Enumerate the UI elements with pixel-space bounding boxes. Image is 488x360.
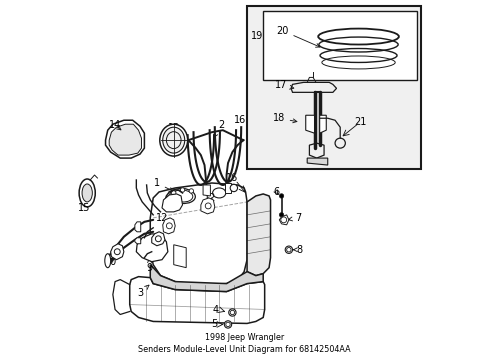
Polygon shape xyxy=(109,124,141,155)
Ellipse shape xyxy=(79,179,95,207)
Ellipse shape xyxy=(160,124,187,156)
Circle shape xyxy=(285,246,292,253)
Text: 12: 12 xyxy=(203,193,215,203)
Text: 7: 7 xyxy=(288,213,301,223)
Text: 16: 16 xyxy=(233,115,245,125)
Text: 18: 18 xyxy=(272,113,296,123)
Text: 11: 11 xyxy=(170,195,183,209)
Polygon shape xyxy=(150,265,263,292)
Text: 20: 20 xyxy=(276,26,319,47)
Ellipse shape xyxy=(163,127,184,153)
Circle shape xyxy=(279,194,283,198)
Bar xyxy=(263,11,416,80)
Text: 4: 4 xyxy=(212,306,218,315)
Bar xyxy=(246,6,420,169)
Polygon shape xyxy=(110,244,123,260)
Text: 1: 1 xyxy=(154,178,173,191)
Polygon shape xyxy=(163,218,175,234)
Circle shape xyxy=(228,309,236,316)
Polygon shape xyxy=(136,234,167,262)
Polygon shape xyxy=(151,232,164,246)
Circle shape xyxy=(224,321,231,328)
Text: 9: 9 xyxy=(146,259,152,273)
Polygon shape xyxy=(162,194,182,212)
Text: 13: 13 xyxy=(167,123,180,133)
Polygon shape xyxy=(246,194,270,276)
Polygon shape xyxy=(150,183,246,285)
Text: 10: 10 xyxy=(147,239,159,249)
Ellipse shape xyxy=(82,184,92,202)
Circle shape xyxy=(180,188,184,192)
Text: 14: 14 xyxy=(109,120,121,130)
Polygon shape xyxy=(306,158,327,165)
Text: 15: 15 xyxy=(78,203,90,213)
Circle shape xyxy=(171,191,176,195)
Polygon shape xyxy=(203,185,210,196)
Text: 5: 5 xyxy=(210,319,217,329)
Polygon shape xyxy=(135,238,141,244)
Text: 16: 16 xyxy=(226,173,238,183)
Ellipse shape xyxy=(104,254,110,268)
Polygon shape xyxy=(319,115,325,133)
Polygon shape xyxy=(305,115,314,133)
Circle shape xyxy=(230,184,237,192)
Text: 10: 10 xyxy=(104,257,117,267)
Polygon shape xyxy=(201,198,214,214)
Text: 12: 12 xyxy=(156,213,168,226)
Text: 6: 6 xyxy=(273,187,279,197)
Text: 3: 3 xyxy=(138,285,149,298)
Polygon shape xyxy=(279,215,288,225)
Circle shape xyxy=(189,189,193,193)
Polygon shape xyxy=(129,276,264,323)
Text: 19: 19 xyxy=(250,31,262,41)
Circle shape xyxy=(279,213,283,217)
Text: 21: 21 xyxy=(353,117,366,127)
Polygon shape xyxy=(224,183,230,193)
Polygon shape xyxy=(105,120,144,158)
Text: 1998 Jeep Wrangler
Senders Module-Level Unit Diagram for 68142504AA: 1998 Jeep Wrangler Senders Module-Level … xyxy=(138,333,350,354)
Text: 2: 2 xyxy=(213,120,224,137)
Polygon shape xyxy=(135,222,141,232)
Text: 8: 8 xyxy=(293,245,302,255)
Text: 17: 17 xyxy=(275,80,293,90)
